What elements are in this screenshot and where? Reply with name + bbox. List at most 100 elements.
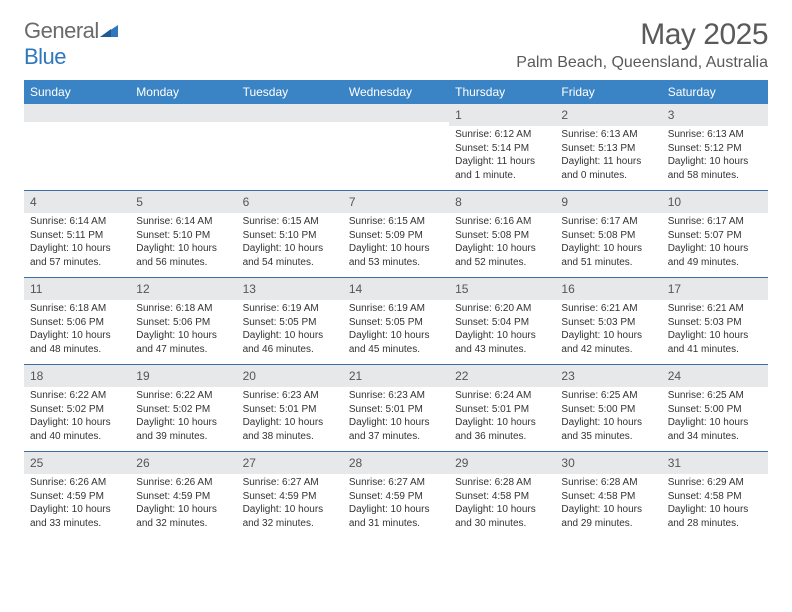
day-body: Sunrise: 6:13 AMSunset: 5:13 PMDaylight:… [555,126,661,186]
sunset-text: Sunset: 4:59 PM [136,490,230,504]
day-cell [24,104,130,190]
day-body [237,122,343,128]
brand-text: GeneralBlue [24,18,119,70]
day-number: 7 [349,195,356,209]
daylight-text: Daylight: 10 hours and 43 minutes. [455,329,549,356]
sunset-text: Sunset: 5:08 PM [455,229,549,243]
day-number: 19 [136,369,149,383]
weekday-header: Wednesday [343,80,449,104]
sunrise-text: Sunrise: 6:23 AM [243,389,337,403]
sunset-text: Sunset: 4:59 PM [30,490,124,504]
brand-part1: General [24,18,99,43]
day-number-row [237,104,343,122]
day-cell: 31Sunrise: 6:29 AMSunset: 4:58 PMDayligh… [662,452,768,538]
day-body: Sunrise: 6:16 AMSunset: 5:08 PMDaylight:… [449,213,555,273]
day-number: 2 [561,108,568,122]
day-number: 29 [455,456,468,470]
sunrise-text: Sunrise: 6:14 AM [136,215,230,229]
location: Palm Beach, Queensland, Australia [516,54,768,72]
sunset-text: Sunset: 4:58 PM [668,490,762,504]
sunset-text: Sunset: 5:04 PM [455,316,549,330]
day-cell: 6Sunrise: 6:15 AMSunset: 5:10 PMDaylight… [237,191,343,277]
sunrise-text: Sunrise: 6:15 AM [243,215,337,229]
day-number-row: 15 [449,278,555,300]
triangle-icon [99,18,119,32]
month-title: May 2025 [516,18,768,52]
sunset-text: Sunset: 5:08 PM [561,229,655,243]
day-number-row: 27 [237,452,343,474]
sunset-text: Sunset: 5:14 PM [455,142,549,156]
sunset-text: Sunset: 5:11 PM [30,229,124,243]
day-number: 24 [668,369,681,383]
day-number-row: 8 [449,191,555,213]
day-cell: 21Sunrise: 6:23 AMSunset: 5:01 PMDayligh… [343,365,449,451]
sunrise-text: Sunrise: 6:27 AM [349,476,443,490]
day-cell: 30Sunrise: 6:28 AMSunset: 4:58 PMDayligh… [555,452,661,538]
sunset-text: Sunset: 5:12 PM [668,142,762,156]
day-cell: 26Sunrise: 6:26 AMSunset: 4:59 PMDayligh… [130,452,236,538]
day-number-row: 22 [449,365,555,387]
sunrise-text: Sunrise: 6:18 AM [136,302,230,316]
daylight-text: Daylight: 10 hours and 30 minutes. [455,503,549,530]
day-cell: 4Sunrise: 6:14 AMSunset: 5:11 PMDaylight… [24,191,130,277]
calendar: Sunday Monday Tuesday Wednesday Thursday… [24,80,768,538]
sunset-text: Sunset: 4:59 PM [243,490,337,504]
week-row: 18Sunrise: 6:22 AMSunset: 5:02 PMDayligh… [24,364,768,451]
day-cell: 8Sunrise: 6:16 AMSunset: 5:08 PMDaylight… [449,191,555,277]
day-cell: 27Sunrise: 6:27 AMSunset: 4:59 PMDayligh… [237,452,343,538]
day-number: 20 [243,369,256,383]
daylight-text: Daylight: 10 hours and 54 minutes. [243,242,337,269]
daylight-text: Daylight: 10 hours and 46 minutes. [243,329,337,356]
day-cell: 14Sunrise: 6:19 AMSunset: 5:05 PMDayligh… [343,278,449,364]
sunset-text: Sunset: 5:05 PM [349,316,443,330]
day-cell: 18Sunrise: 6:22 AMSunset: 5:02 PMDayligh… [24,365,130,451]
calendar-page: GeneralBlue May 2025 Palm Beach, Queensl… [0,0,792,548]
sunrise-text: Sunrise: 6:21 AM [561,302,655,316]
day-number: 11 [30,282,42,296]
daylight-text: Daylight: 11 hours and 1 minute. [455,155,549,182]
day-number: 28 [349,456,362,470]
day-number: 3 [668,108,675,122]
sunset-text: Sunset: 5:00 PM [561,403,655,417]
day-body: Sunrise: 6:22 AMSunset: 5:02 PMDaylight:… [130,387,236,447]
day-cell: 1Sunrise: 6:12 AMSunset: 5:14 PMDaylight… [449,104,555,190]
day-cell: 16Sunrise: 6:21 AMSunset: 5:03 PMDayligh… [555,278,661,364]
daylight-text: Daylight: 10 hours and 32 minutes. [136,503,230,530]
day-cell: 22Sunrise: 6:24 AMSunset: 5:01 PMDayligh… [449,365,555,451]
sunrise-text: Sunrise: 6:28 AM [561,476,655,490]
day-number-row: 26 [130,452,236,474]
daylight-text: Daylight: 10 hours and 47 minutes. [136,329,230,356]
day-body: Sunrise: 6:17 AMSunset: 5:07 PMDaylight:… [662,213,768,273]
day-number-row: 4 [24,191,130,213]
day-number: 13 [243,282,256,296]
day-number-row: 14 [343,278,449,300]
day-body: Sunrise: 6:23 AMSunset: 5:01 PMDaylight:… [343,387,449,447]
day-body: Sunrise: 6:15 AMSunset: 5:10 PMDaylight:… [237,213,343,273]
day-number-row: 12 [130,278,236,300]
day-body: Sunrise: 6:28 AMSunset: 4:58 PMDaylight:… [555,474,661,534]
sunset-text: Sunset: 5:02 PM [136,403,230,417]
daylight-text: Daylight: 10 hours and 49 minutes. [668,242,762,269]
weekday-header: Sunday [24,80,130,104]
daylight-text: Daylight: 10 hours and 58 minutes. [668,155,762,182]
sunrise-text: Sunrise: 6:20 AM [455,302,549,316]
sunrise-text: Sunrise: 6:19 AM [243,302,337,316]
brand-part2: Blue [24,44,66,69]
sunrise-text: Sunrise: 6:15 AM [349,215,443,229]
daylight-text: Daylight: 10 hours and 34 minutes. [668,416,762,443]
daylight-text: Daylight: 10 hours and 52 minutes. [455,242,549,269]
sunset-text: Sunset: 5:10 PM [136,229,230,243]
day-cell: 20Sunrise: 6:23 AMSunset: 5:01 PMDayligh… [237,365,343,451]
day-cell: 2 Sunrise: 6:13 AMSunset: 5:13 PMDaylight… [555,104,661,190]
sunrise-text: Sunrise: 6:13 AM [561,128,655,142]
sunrise-text: Sunrise: 6:17 AM [561,215,655,229]
sunset-text: Sunset: 5:09 PM [349,229,443,243]
daylight-text: Daylight: 10 hours and 51 minutes. [561,242,655,269]
sunrise-text: Sunrise: 6:22 AM [30,389,124,403]
week-row: 25Sunrise: 6:26 AMSunset: 4:59 PMDayligh… [24,451,768,538]
sunrise-text: Sunrise: 6:12 AM [455,128,549,142]
day-number: 27 [243,456,256,470]
day-cell [343,104,449,190]
day-number: 26 [136,456,149,470]
sunrise-text: Sunrise: 6:23 AM [349,389,443,403]
